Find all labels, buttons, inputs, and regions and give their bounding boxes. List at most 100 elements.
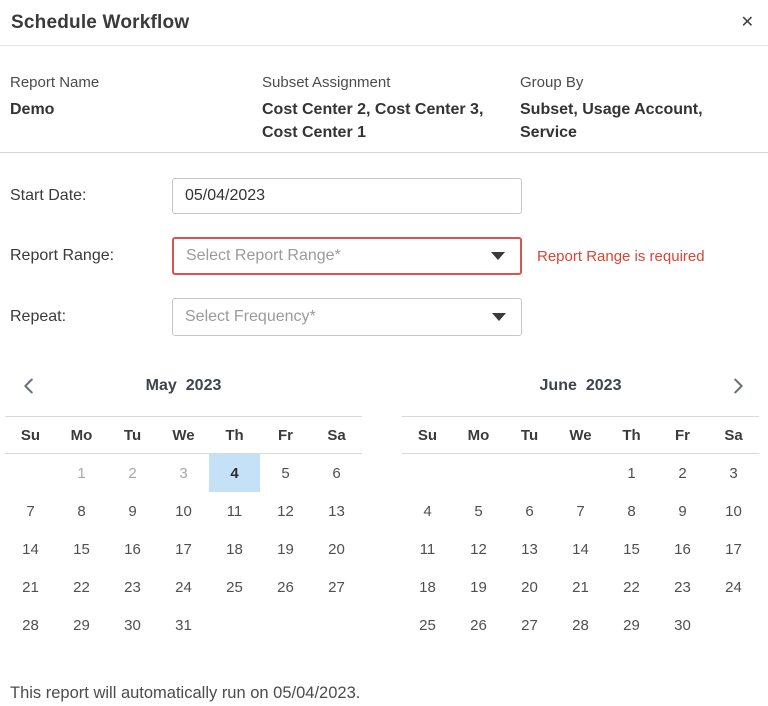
calendar-day[interactable]: 4 bbox=[423, 502, 432, 520]
repeat-dropdown[interactable]: Select Frequency* bbox=[172, 298, 522, 336]
report-range-error: Report Range is required bbox=[537, 247, 705, 265]
calendar-day[interactable]: 30 bbox=[674, 616, 691, 634]
weekday-header: Su Mo Tu We Th Fr Sa bbox=[402, 416, 759, 454]
calendar-day-empty bbox=[311, 606, 362, 644]
chevron-down-icon bbox=[492, 313, 506, 321]
previous-month-button[interactable] bbox=[18, 375, 40, 397]
calendar-day[interactable]: 29 bbox=[73, 616, 90, 634]
calendar-day[interactable]: 24 bbox=[725, 578, 742, 596]
calendar-day[interactable]: 29 bbox=[623, 616, 640, 634]
calendar-day[interactable]: 5 bbox=[474, 502, 483, 520]
calendar-day[interactable]: 23 bbox=[674, 578, 691, 596]
calendar-day-empty bbox=[260, 606, 311, 644]
calendar-day[interactable]: 18 bbox=[226, 540, 243, 558]
calendar-day[interactable]: 6 bbox=[332, 464, 341, 482]
repeat-placeholder: Select Frequency* bbox=[185, 308, 316, 325]
calendar-day[interactable]: 26 bbox=[277, 578, 294, 596]
calendar-day[interactable]: 12 bbox=[470, 540, 487, 558]
calendar-day[interactable]: 6 bbox=[525, 502, 534, 520]
month-name: June bbox=[539, 377, 577, 394]
close-icon[interactable]: ✕ bbox=[740, 13, 754, 31]
calendar-day[interactable]: 17 bbox=[725, 540, 742, 558]
calendar-day[interactable]: 31 bbox=[175, 616, 192, 634]
calendar-day-empty bbox=[708, 606, 759, 644]
calendar-day[interactable]: 13 bbox=[521, 540, 538, 558]
chevron-left-icon bbox=[24, 378, 33, 394]
calendar-day[interactable]: 26 bbox=[470, 616, 487, 634]
weekday-label: Mo bbox=[70, 426, 93, 444]
calendar-day[interactable]: 22 bbox=[73, 578, 90, 596]
report-range-dropdown[interactable]: Select Report Range* bbox=[172, 237, 522, 275]
calendar-day[interactable]: 9 bbox=[678, 502, 687, 520]
calendar-day[interactable]: 1 bbox=[627, 464, 636, 482]
calendar-day[interactable]: 9 bbox=[128, 502, 137, 520]
weekday-label: Th bbox=[225, 426, 244, 444]
chevron-down-icon bbox=[491, 252, 505, 260]
schedule-form: Start Date: Report Range: Select Report … bbox=[0, 153, 768, 336]
calendar-day[interactable]: 20 bbox=[521, 578, 538, 596]
weekday-label: Tu bbox=[123, 426, 142, 444]
calendar-day[interactable]: 18 bbox=[419, 578, 436, 596]
report-range-row: Report Range: Select Report Range* Repor… bbox=[10, 237, 756, 275]
calendar-day[interactable]: 28 bbox=[22, 616, 39, 634]
calendar-day-empty bbox=[209, 606, 260, 644]
calendar-day[interactable]: 27 bbox=[328, 578, 345, 596]
calendar-day[interactable]: 8 bbox=[77, 502, 86, 520]
calendar-day[interactable]: 8 bbox=[627, 502, 636, 520]
calendar-day[interactable]: 4 bbox=[209, 454, 260, 492]
calendar-day[interactable]: 21 bbox=[572, 578, 589, 596]
dialog-title: Schedule Workflow bbox=[11, 11, 190, 33]
calendar-day[interactable]: 11 bbox=[226, 502, 243, 520]
calendar-day[interactable]: 22 bbox=[623, 578, 640, 596]
calendar-day[interactable]: 2 bbox=[678, 464, 687, 482]
report-summary: Report Name Demo Subset Assignment Cost … bbox=[0, 46, 768, 153]
calendar-day[interactable]: 16 bbox=[124, 540, 141, 558]
month-name: May bbox=[145, 377, 177, 394]
calendar-day[interactable]: 5 bbox=[281, 464, 290, 482]
summary-value: Demo bbox=[10, 101, 55, 118]
calendar-day[interactable]: 15 bbox=[73, 540, 90, 558]
next-month-button[interactable] bbox=[727, 375, 749, 397]
calendar-day: 1 bbox=[77, 464, 86, 482]
calendar-day[interactable]: 24 bbox=[175, 578, 192, 596]
calendar-day[interactable]: 17 bbox=[175, 540, 192, 558]
calendar-day[interactable]: 13 bbox=[328, 502, 345, 520]
calendar-day[interactable]: 3 bbox=[729, 464, 738, 482]
calendar-day[interactable]: 25 bbox=[419, 616, 436, 634]
calendar-day[interactable]: 21 bbox=[22, 578, 39, 596]
calendar-day[interactable]: 20 bbox=[328, 540, 345, 558]
calendar-day[interactable]: 7 bbox=[26, 502, 35, 520]
dialog-header: Schedule Workflow ✕ bbox=[0, 0, 768, 46]
summary-value: Cost Center 2, Cost Center 3, Cost Cente… bbox=[262, 101, 484, 141]
calendar-day-empty bbox=[555, 454, 606, 492]
calendar-day[interactable]: 30 bbox=[124, 616, 141, 634]
calendar-day[interactable]: 7 bbox=[576, 502, 585, 520]
weekday-label: Sa bbox=[327, 426, 346, 444]
chevron-right-icon bbox=[734, 378, 743, 394]
summary-group-by: Group By Subset, Usage Account, Service bbox=[520, 74, 756, 144]
repeat-label: Repeat: bbox=[10, 308, 67, 325]
start-date-input[interactable] bbox=[172, 178, 522, 214]
calendar-day[interactable]: 28 bbox=[572, 616, 589, 634]
calendar-day[interactable]: 14 bbox=[22, 540, 39, 558]
calendar-month-title: May 2023 bbox=[146, 377, 222, 395]
year: 2023 bbox=[585, 377, 622, 394]
calendar-day[interactable]: 19 bbox=[277, 540, 294, 558]
calendar-day[interactable]: 10 bbox=[725, 502, 742, 520]
calendar-day[interactable]: 11 bbox=[419, 540, 436, 558]
calendar-day[interactable]: 23 bbox=[124, 578, 141, 596]
calendar-day[interactable]: 19 bbox=[470, 578, 487, 596]
calendar-day[interactable]: 27 bbox=[521, 616, 538, 634]
weekday-label: Su bbox=[417, 426, 438, 444]
calendar-day[interactable]: 16 bbox=[674, 540, 691, 558]
calendar-day[interactable]: 15 bbox=[623, 540, 640, 558]
summary-subset-assignment: Subset Assignment Cost Center 2, Cost Ce… bbox=[262, 74, 520, 144]
calendar-day: 3 bbox=[179, 464, 188, 482]
calendar-month-title: June 2023 bbox=[540, 377, 622, 395]
calendar-day[interactable]: 10 bbox=[175, 502, 192, 520]
year: 2023 bbox=[185, 377, 222, 394]
calendar-day[interactable]: 12 bbox=[277, 502, 294, 520]
calendar-day[interactable]: 14 bbox=[572, 540, 589, 558]
calendar-nav: June 2023 bbox=[402, 356, 759, 416]
calendar-day[interactable]: 25 bbox=[226, 578, 243, 596]
